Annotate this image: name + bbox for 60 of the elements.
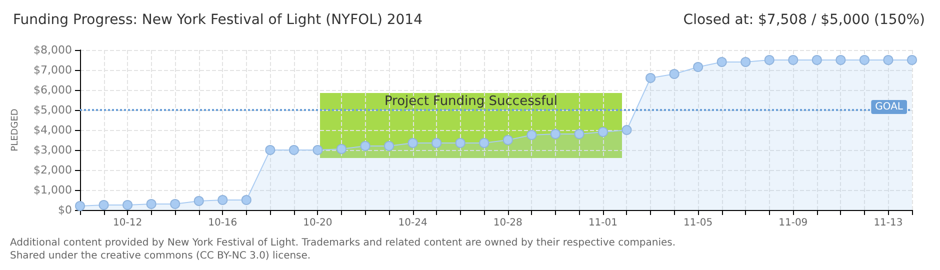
annotation: Project Funding Successful (384, 94, 558, 109)
point (194, 196, 204, 206)
point (740, 57, 751, 67)
x-tick-label: 11-01 (588, 218, 618, 228)
point (170, 199, 180, 209)
point (883, 55, 894, 65)
y-axis-title: PLEDGED (10, 108, 20, 152)
point (907, 55, 917, 65)
point (836, 55, 846, 65)
point (218, 195, 228, 205)
point (788, 55, 798, 65)
point (122, 200, 133, 210)
point (598, 127, 608, 137)
point (146, 199, 156, 209)
point (408, 138, 418, 148)
y-tick-label: $1,000 (34, 184, 72, 196)
point (622, 125, 632, 135)
point (455, 138, 466, 148)
point (669, 69, 680, 79)
y-tick-label: $5,000 (34, 104, 72, 116)
point (312, 145, 323, 155)
text: Shared under the creative commons (CC BY-NC 3.0) license. (10, 250, 311, 262)
y-tick-label: $4,000 (34, 124, 72, 136)
x-tick-label: 11-05 (684, 218, 713, 228)
point (502, 135, 513, 145)
y-tick-label: $0 (58, 204, 72, 216)
x-tick-label: 10-12 (113, 218, 142, 228)
y-tick-label: $6,000 (34, 84, 72, 96)
x-tick-label: 11-13 (874, 218, 903, 228)
point (526, 130, 537, 140)
ref-line-label: GOAL (875, 102, 904, 112)
y-tick-label: $8,000 (34, 44, 72, 56)
x-tick-label: 10-16 (208, 218, 238, 228)
chart-title: Funding Progress: New York Festival of Light (NYFOL) 2014 (13, 12, 423, 28)
y-tick-label: $7,000 (34, 64, 72, 76)
point (812, 55, 822, 65)
text: Additional content provided by New York Festival of Light. Trademarks and related content are owned by their respective companies. (10, 238, 676, 248)
point (859, 55, 870, 65)
point (574, 129, 584, 139)
point (336, 144, 346, 154)
y-tick-label: $3,000 (34, 144, 72, 156)
y-tick-label: $2,000 (34, 164, 72, 176)
point (384, 141, 394, 151)
point (288, 145, 299, 155)
point (98, 200, 109, 210)
x-tick-label: 10-20 (303, 218, 332, 228)
point (479, 138, 490, 148)
point (265, 145, 276, 155)
chart-subtitle: Closed at: $7,508 / $5,000 (150%) (683, 12, 926, 28)
point (646, 73, 656, 83)
point (360, 141, 370, 151)
point (764, 55, 774, 65)
x-tick-label: 11-09 (778, 218, 808, 228)
point (432, 138, 442, 148)
x-tick-label: 10-24 (398, 218, 428, 228)
point (716, 57, 727, 67)
point (550, 129, 560, 139)
x-tick-label: 10-28 (493, 218, 522, 228)
point (241, 195, 252, 205)
point (693, 62, 704, 72)
